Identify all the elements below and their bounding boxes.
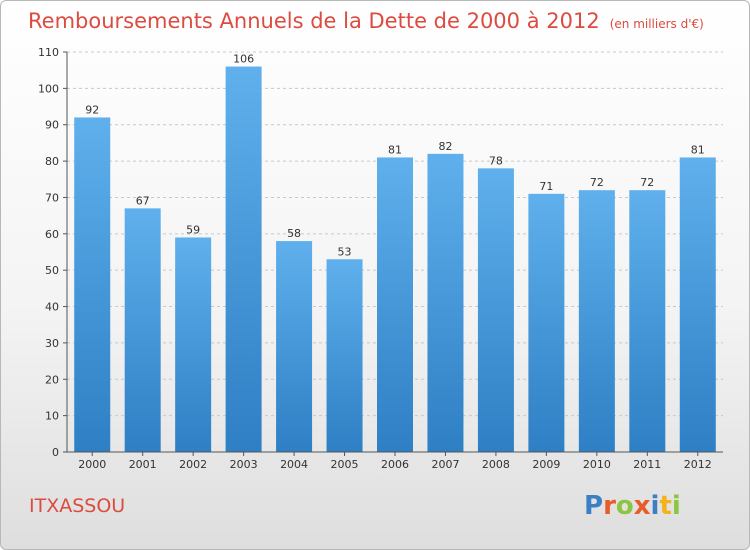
x-tick-label: 2002 bbox=[179, 458, 207, 471]
x-tick-label: 2009 bbox=[532, 458, 560, 471]
bar-2001 bbox=[124, 208, 161, 452]
proxiti-logo: Proxiti bbox=[584, 491, 681, 521]
bar-2004 bbox=[276, 241, 313, 452]
y-tick-label: 30 bbox=[45, 337, 59, 350]
bar-value-label: 58 bbox=[287, 227, 301, 240]
x-tick-label: 2001 bbox=[129, 458, 157, 471]
x-tick-label: 2004 bbox=[280, 458, 308, 471]
x-tick-label: 2010 bbox=[583, 458, 611, 471]
y-tick-label: 50 bbox=[45, 264, 59, 277]
bar-2011 bbox=[629, 190, 666, 452]
logo-letter: P bbox=[584, 491, 604, 521]
bar-2012 bbox=[679, 157, 716, 453]
bar-2010 bbox=[578, 190, 615, 452]
y-tick-label: 10 bbox=[45, 410, 59, 423]
bar-value-label: 81 bbox=[691, 143, 705, 156]
commune-name: ITXASSOU bbox=[29, 495, 126, 517]
x-tick-label: 2000 bbox=[78, 458, 106, 471]
bar-value-label: 72 bbox=[640, 176, 654, 189]
chart-unit: (en milliers d'€) bbox=[609, 17, 704, 31]
bar-2008 bbox=[477, 168, 514, 452]
bar-value-label: 92 bbox=[85, 103, 99, 116]
x-tick-label: 2012 bbox=[684, 458, 712, 471]
chart-title: Remboursements Annuels de la Dette de 20… bbox=[28, 9, 704, 33]
y-tick-label: 110 bbox=[38, 46, 59, 59]
y-tick-label: 0 bbox=[52, 446, 59, 459]
logo-letter: i bbox=[671, 491, 681, 521]
y-tick-label: 90 bbox=[45, 119, 59, 132]
bar-value-label: 106 bbox=[233, 53, 254, 66]
bar-value-label: 53 bbox=[338, 245, 352, 258]
bar-value-label: 78 bbox=[489, 154, 503, 167]
logo-letter: o bbox=[615, 491, 634, 521]
logo-letter: t bbox=[659, 491, 672, 521]
bar-value-label: 71 bbox=[539, 180, 553, 193]
bar-value-label: 59 bbox=[186, 223, 200, 236]
bar-2007 bbox=[427, 153, 464, 452]
bar-value-label: 81 bbox=[388, 143, 402, 156]
bar-value-label: 82 bbox=[438, 140, 452, 153]
y-tick-label: 20 bbox=[45, 373, 59, 386]
y-tick-label: 70 bbox=[45, 191, 59, 204]
bar-2005 bbox=[326, 259, 363, 452]
x-tick-label: 2007 bbox=[431, 458, 459, 471]
y-tick-label: 80 bbox=[45, 155, 59, 168]
bar-value-label: 67 bbox=[136, 194, 150, 207]
bar-2009 bbox=[528, 193, 565, 452]
y-tick-label: 100 bbox=[38, 82, 59, 95]
logo-letter: x bbox=[633, 491, 651, 521]
x-tick-label: 2003 bbox=[230, 458, 258, 471]
x-tick-label: 2005 bbox=[331, 458, 359, 471]
x-tick-label: 2008 bbox=[482, 458, 510, 471]
y-tick-label: 60 bbox=[45, 228, 59, 241]
bar-value-label: 72 bbox=[590, 176, 604, 189]
chart-title-text: Remboursements Annuels de la Dette de 20… bbox=[28, 9, 600, 33]
x-tick-label: 2006 bbox=[381, 458, 409, 471]
bar-2003 bbox=[225, 66, 262, 452]
bar-2002 bbox=[175, 237, 212, 452]
bar-2006 bbox=[377, 157, 413, 453]
y-tick-label: 40 bbox=[45, 301, 59, 314]
x-tick-label: 2011 bbox=[633, 458, 661, 471]
bar-2000 bbox=[74, 117, 111, 453]
logo-letter: r bbox=[603, 491, 616, 521]
logo-letter: i bbox=[650, 491, 660, 521]
